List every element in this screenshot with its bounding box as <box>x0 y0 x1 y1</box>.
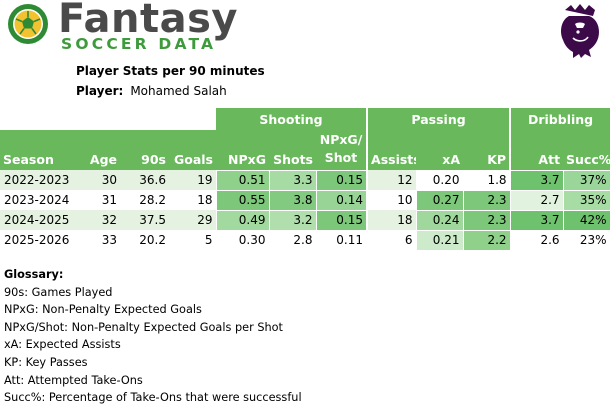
glossary: Glossary: 90s: Games Played NPxG: Non-Pe… <box>4 266 302 407</box>
cell-succ: 37% <box>562 169 611 191</box>
brand-subtitle: SOCCER DATA <box>61 35 217 53</box>
cell-npxg: 0.49 <box>215 209 270 231</box>
cell-shots: 3.3 <box>268 169 317 191</box>
table-row: 2023-2024 31 28.2 18 0.55 3.8 0.14 10 0.… <box>0 189 611 211</box>
col-npxg-shot: NPxG/Shot <box>316 130 368 170</box>
cell-xa: 0.20 <box>415 169 464 191</box>
col-att: Att <box>509 130 564 170</box>
table-row: 2022-2023 30 36.6 19 0.51 3.3 0.15 12 0.… <box>0 169 611 191</box>
col-goals: Goals <box>169 130 216 170</box>
cell-age: 31 <box>101 193 117 207</box>
group-shooting: Shooting <box>216 108 368 130</box>
cell-90s: 28.2 <box>139 193 166 207</box>
cell-assists: 10 <box>366 190 417 210</box>
soccer-ball-icon <box>8 4 48 44</box>
glossary-item: Succ%: Percentage of Take-Ons that were … <box>4 391 302 405</box>
cell-assists: 18 <box>366 210 417 230</box>
cell-age: 30 <box>73 170 120 190</box>
glossary-item: xA: Expected Assists <box>4 338 121 352</box>
col-xa: xA <box>416 130 464 170</box>
col-succ: Succ% <box>563 130 611 170</box>
cell-shots: 3.8 <box>268 189 317 211</box>
cell-att: 2.7 <box>509 189 564 211</box>
col-npxg-shot-line2: Shot <box>324 149 358 165</box>
glossary-item: Att: Attempted Take-Ons <box>4 373 143 387</box>
brand-title: Fantasy <box>58 0 238 42</box>
cell-age: 33 <box>101 233 117 247</box>
cell-season: 2022-2023 <box>0 170 73 190</box>
cell-kp: 2.3 <box>462 189 511 211</box>
group-header-row: Shooting Passing Dribbling <box>0 108 611 130</box>
glossary-heading: Glossary: <box>4 268 64 281</box>
lion-crest-icon <box>561 4 599 58</box>
cell-90s: 36.6 <box>120 170 169 190</box>
cell-goals: 29 <box>169 210 216 230</box>
cell-npxg: 0.55 <box>215 189 270 211</box>
glossary-item: NPxG/Shot: Non-Penalty Expected Goals pe… <box>4 320 283 334</box>
glossary-item: NPxG: Non-Penalty Expected Goals <box>4 303 202 317</box>
cell-att: 2.6 <box>509 229 564 251</box>
player-line: Player: Mohamed Salah <box>76 84 227 98</box>
cell-season: 2024-2025 <box>0 210 73 230</box>
table-row: 2025-2026 33 20.2 5 0.30 2.8 0.11 6 0.21… <box>0 229 611 251</box>
cell-goals: 19 <box>169 170 216 190</box>
cell-kp: 2.3 <box>462 209 511 231</box>
cell-att: 3.7 <box>509 209 564 231</box>
glossary-item: KP: Key Passes <box>4 355 88 369</box>
col-npxg: NPxG <box>216 130 269 170</box>
col-assists: Assists <box>366 130 417 170</box>
col-90s: 90s <box>120 130 169 170</box>
cell-xa: 0.21 <box>415 229 464 251</box>
cell-npxg: 0.51 <box>215 169 270 191</box>
group-passing: Passing <box>366 108 511 130</box>
cell-xa: 0.27 <box>415 189 464 211</box>
cell-90s: 37.5 <box>120 210 169 230</box>
col-kp: KP <box>463 130 511 170</box>
table-row: 2024-2025 32 37.5 29 0.49 3.2 0.15 18 0.… <box>0 209 611 231</box>
cell-kp: 2.2 <box>462 229 511 251</box>
player-name: Mohamed Salah <box>130 84 227 98</box>
cell-succ: 23% <box>562 229 611 251</box>
column-header-row: Season Age 90s Goals NPxG Shots NPxG/Sho… <box>0 130 611 170</box>
cell-goals: 18 <box>197 193 213 207</box>
col-shots: Shots <box>269 130 316 170</box>
cell-succ: 35% <box>562 189 611 211</box>
cell-xa: 0.24 <box>415 209 464 231</box>
cell-age: 32 <box>73 210 120 230</box>
player-label: Player: <box>76 84 124 98</box>
cell-shots: 3.2 <box>268 209 317 231</box>
col-age: Age <box>73 130 120 170</box>
cell-season: 2025-2026 <box>4 233 70 247</box>
cell-kp: 1.8 <box>462 169 511 191</box>
cell-season: 2023-2024 <box>4 193 70 207</box>
cell-90s: 20.2 <box>139 233 166 247</box>
cell-assists: 12 <box>366 170 417 190</box>
group-dribbling: Dribbling <box>509 108 611 130</box>
cell-npxg-shot: 0.15 <box>315 169 368 191</box>
cell-npxg-shot: 0.14 <box>315 189 368 211</box>
cell-npxg: 0.30 <box>215 229 270 251</box>
col-season: Season <box>0 130 73 170</box>
group-spacer <box>0 108 216 130</box>
cell-att: 3.7 <box>509 169 564 191</box>
cell-goals: 5 <box>204 233 213 247</box>
report-title: Player Stats per 90 minutes <box>76 64 265 78</box>
stats-table: Shooting Passing Dribbling Season Age 90… <box>0 108 611 251</box>
cell-npxg-shot: 0.15 <box>315 209 368 231</box>
cell-assists: 6 <box>366 230 417 250</box>
glossary-item: 90s: Games Played <box>4 285 113 299</box>
cell-npxg-shot: 0.11 <box>315 229 368 251</box>
cell-succ: 42% <box>562 209 611 231</box>
col-npxg-shot-line1: NPxG/ <box>319 131 363 147</box>
cell-shots: 2.8 <box>268 229 317 251</box>
